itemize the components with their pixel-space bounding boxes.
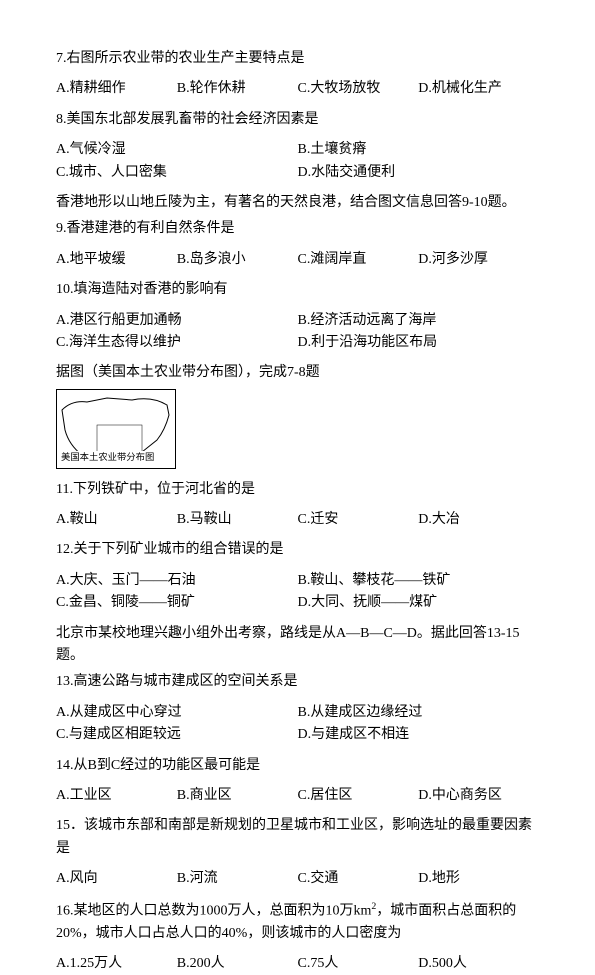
question-10-options: A.港区行船更加通畅 B.经济活动远离了海岸 C.海洋生态得以维护 D.利于沿海… — [56, 310, 539, 355]
question-11-options: A.鞍山 B.马鞍山 C.迁安 D.大冶 — [56, 509, 539, 531]
us-agriculture-map: 美国本土农业带分布图 — [56, 389, 176, 469]
q16-opt-c[interactable]: C.75人 — [298, 953, 419, 975]
question-7-options: A.精耕细作 B.轮作休耕 C.大牧场放牧 D.机械化生产 — [56, 78, 539, 100]
q7-opt-b[interactable]: B.轮作休耕 — [177, 78, 298, 100]
q8-opt-b[interactable]: B.土壤贫瘠 — [298, 139, 540, 161]
q7-opt-a[interactable]: A.精耕细作 — [56, 78, 177, 100]
question-15-options: A.风向 B.河流 C.交通 D.地形 — [56, 868, 539, 890]
question-8-stem: 8.美国东北部发展乳畜带的社会经济因素是 — [56, 109, 539, 131]
question-12-stem: 12.关于下列矿业城市的组合错误的是 — [56, 539, 539, 561]
map-caption: 美国本土农业带分布图 — [59, 451, 156, 466]
q9-opt-d[interactable]: D.河多沙厚 — [418, 249, 539, 271]
intro-13-15: 北京市某校地理兴趣小组外出考察，路线是从A—B—C—D。据此回答13-15题。 — [56, 623, 539, 668]
q12-opt-d[interactable]: D.大同、抚顺——煤矿 — [298, 592, 540, 614]
q11-opt-d[interactable]: D.大冶 — [418, 509, 539, 531]
question-15-stem: 15．该城市东部和南部是新规划的卫星城市和工业区，影响选址的最重要因素是 — [56, 815, 539, 860]
q16-opt-d[interactable]: D.500人 — [418, 953, 539, 975]
q11-opt-a[interactable]: A.鞍山 — [56, 509, 177, 531]
q7-opt-c[interactable]: C.大牧场放牧 — [298, 78, 419, 100]
intro-7-8-map: 据图（美国本土农业带分布图），完成7-8题 — [56, 362, 539, 384]
intro-9-10: 香港地形以山地丘陵为主，有著名的天然良港，结合图文信息回答9-10题。 — [56, 192, 539, 214]
q15-opt-b[interactable]: B.河流 — [177, 868, 298, 890]
q15-opt-c[interactable]: C.交通 — [298, 868, 419, 890]
q15-opt-d[interactable]: D.地形 — [418, 868, 539, 890]
q16-opt-b[interactable]: B.200人 — [177, 953, 298, 975]
question-8-options: A.气候冷湿 B.土壤贫瘠 C.城市、人口密集 D.水陆交通便利 — [56, 139, 539, 184]
q8-opt-d[interactable]: D.水陆交通便利 — [298, 162, 540, 184]
q14-opt-b[interactable]: B.商业区 — [177, 785, 298, 807]
q11-opt-c[interactable]: C.迁安 — [298, 509, 419, 531]
q9-opt-b[interactable]: B.岛多浪小 — [177, 249, 298, 271]
q12-opt-b[interactable]: B.鞍山、攀枝花——铁矿 — [298, 570, 540, 592]
q10-opt-b[interactable]: B.经济活动远离了海岸 — [298, 310, 540, 332]
question-13-stem: 13.高速公路与城市建成区的空间关系是 — [56, 671, 539, 693]
question-13-options: A.从建成区中心穿过 B.从建成区边缘经过 C.与建成区相距较远 D.与建成区不… — [56, 702, 539, 747]
q8-opt-c[interactable]: C.城市、人口密集 — [56, 162, 298, 184]
question-12-options: A.大庆、玉门——石油 B.鞍山、攀枝花——铁矿 C.金昌、铜陵——铜矿 D.大… — [56, 570, 539, 615]
q13-opt-d[interactable]: D.与建成区不相连 — [298, 724, 540, 746]
q14-opt-d[interactable]: D.中心商务区 — [418, 785, 539, 807]
q13-opt-a[interactable]: A.从建成区中心穿过 — [56, 702, 298, 724]
q7-opt-d[interactable]: D.机械化生产 — [418, 78, 539, 100]
question-7-stem: 7.右图所示农业带的农业生产主要特点是 — [56, 48, 539, 70]
q15-opt-a[interactable]: A.风向 — [56, 868, 177, 890]
q10-opt-c[interactable]: C.海洋生态得以维护 — [56, 332, 298, 354]
question-10-stem: 10.填海造陆对香港的影响有 — [56, 279, 539, 301]
q10-opt-a[interactable]: A.港区行船更加通畅 — [56, 310, 298, 332]
question-9-options: A.地平坡缓 B.岛多浪小 C.滩阔岸直 D.河多沙厚 — [56, 249, 539, 271]
q9-opt-c[interactable]: C.滩阔岸直 — [298, 249, 419, 271]
question-16-stem: 16.某地区的人口总数为1000万人，总面积为10万km2，城市面积占总面积的2… — [56, 899, 539, 945]
question-9-stem: 9.香港建港的有利自然条件是 — [56, 218, 539, 240]
q10-opt-d[interactable]: D.利于沿海功能区布局 — [298, 332, 540, 354]
q12-opt-c[interactable]: C.金昌、铜陵——铜矿 — [56, 592, 298, 614]
q13-opt-b[interactable]: B.从建成区边缘经过 — [298, 702, 540, 724]
q14-opt-a[interactable]: A.工业区 — [56, 785, 177, 807]
q12-opt-a[interactable]: A.大庆、玉门——石油 — [56, 570, 298, 592]
question-14-options: A.工业区 B.商业区 C.居住区 D.中心商务区 — [56, 785, 539, 807]
q8-opt-a[interactable]: A.气候冷湿 — [56, 139, 298, 161]
q11-opt-b[interactable]: B.马鞍山 — [177, 509, 298, 531]
q9-opt-a[interactable]: A.地平坡缓 — [56, 249, 177, 271]
question-16-options: A.1.25万人 B.200人 C.75人 D.500人 — [56, 953, 539, 975]
question-11-stem: 11.下列铁矿中，位于河北省的是 — [56, 479, 539, 501]
q13-opt-c[interactable]: C.与建成区相距较远 — [56, 724, 298, 746]
q14-opt-c[interactable]: C.居住区 — [298, 785, 419, 807]
q16-opt-a[interactable]: A.1.25万人 — [56, 953, 177, 975]
q16-stem-a: 16.某地区的人口总数为1000万人，总面积为10万km — [56, 903, 371, 918]
question-14-stem: 14.从B到C经过的功能区最可能是 — [56, 755, 539, 777]
